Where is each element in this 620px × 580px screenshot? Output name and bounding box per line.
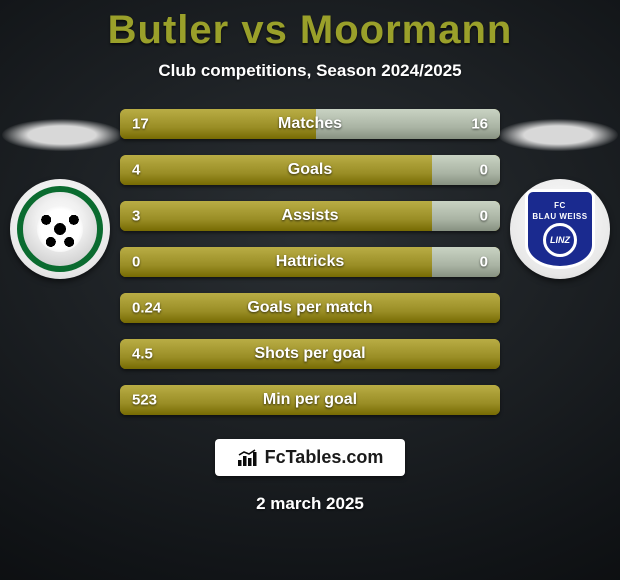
- stat-name: Shots per goal: [254, 345, 365, 363]
- stat-value-left: 4: [132, 162, 140, 179]
- crest-right-ring-text: LINZ: [550, 235, 570, 245]
- team-crest-left-art: [17, 186, 103, 272]
- stat-value-left: 17: [132, 116, 149, 133]
- brand-box: FcTables.com: [215, 439, 406, 476]
- crest-right-ring: LINZ: [543, 223, 577, 257]
- stat-row: 0.24 Goals per match: [120, 293, 500, 323]
- stat-value-left: 4.5: [132, 346, 153, 363]
- stat-value-right: 0: [480, 208, 488, 225]
- stat-value-right: 0: [480, 254, 488, 271]
- stat-name: Hattricks: [276, 253, 344, 271]
- stat-name: Matches: [278, 115, 342, 133]
- stat-value-left: 523: [132, 392, 157, 409]
- stat-name: Min per goal: [263, 391, 357, 409]
- crest-shadow-right: [498, 119, 618, 151]
- subtitle: Club competitions, Season 2024/2025: [158, 61, 461, 81]
- crest-right-line2: BLAU WEISS: [532, 212, 587, 221]
- page-title: Butler vs Moormann: [108, 8, 513, 53]
- compare-area: FC BLAU WEISS LINZ 17 16 Matches 4 0 Goals 3 0 A…: [0, 109, 620, 580]
- stat-name: Goals per match: [247, 299, 372, 317]
- stat-segment-right: [432, 247, 500, 277]
- crest-shadow-left: [2, 119, 122, 151]
- team-crest-right-art: FC BLAU WEISS LINZ: [525, 189, 595, 269]
- stat-row: 523 Min per goal: [120, 385, 500, 415]
- stat-value-left: 3: [132, 208, 140, 225]
- stat-row: 4.5 Shots per goal: [120, 339, 500, 369]
- team-crest-left: [10, 179, 110, 279]
- brand-chart-icon: [237, 449, 259, 467]
- stat-value-left: 0.24: [132, 300, 161, 317]
- brand-text: FcTables.com: [265, 447, 384, 468]
- stat-segment-right: [432, 201, 500, 231]
- stat-name: Goals: [288, 161, 332, 179]
- stat-row: 3 0 Assists: [120, 201, 500, 231]
- date-text: 2 march 2025: [256, 494, 364, 514]
- stat-row: 0 0 Hattricks: [120, 247, 500, 277]
- stat-row: 4 0 Goals: [120, 155, 500, 185]
- stat-segment-right: [432, 155, 500, 185]
- stat-value-right: 0: [480, 162, 488, 179]
- crest-right-line1: FC: [554, 201, 566, 210]
- team-crest-right: FC BLAU WEISS LINZ: [510, 179, 610, 279]
- soccer-ball-icon: [37, 206, 83, 252]
- stat-row: 17 16 Matches: [120, 109, 500, 139]
- stat-name: Assists: [282, 207, 339, 225]
- stat-value-right: 16: [471, 116, 488, 133]
- comparison-card: Butler vs Moormann Club competitions, Se…: [0, 0, 620, 580]
- stat-bars: 17 16 Matches 4 0 Goals 3 0 Assists 0 0 Hattricks 0.…: [120, 109, 500, 415]
- stat-value-left: 0: [132, 254, 140, 271]
